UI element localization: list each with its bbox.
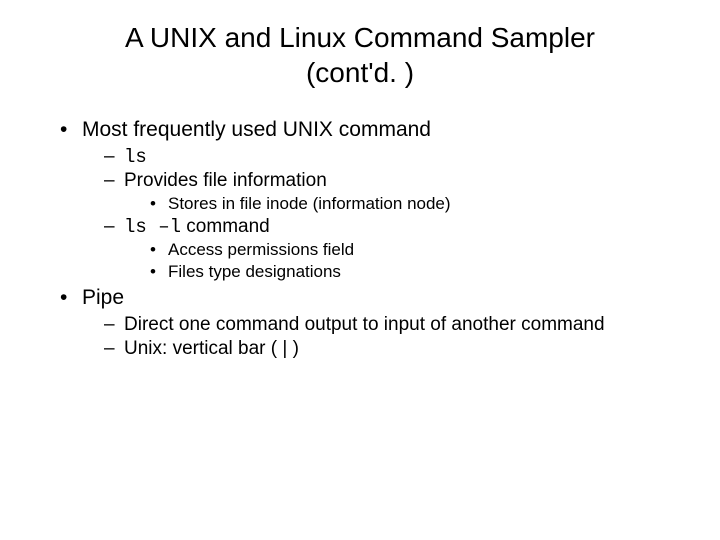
bullet-text: Direct one command output to input of an… [124,314,605,335]
slide-title: A UNIX and Linux Command Sampler (cont'd… [40,20,680,90]
list-item: Direct one command output to input of an… [104,314,680,336]
bullet-text: Stores in file inode (information node) [168,194,451,213]
bullet-list-level-3: Access permissions field Files type desi… [124,240,680,282]
bullet-text: Provides file information [124,170,327,191]
list-item: ls [104,146,680,168]
title-line-1: A UNIX and Linux Command Sampler [125,22,595,53]
list-item: Pipe Direct one command output to input … [60,286,680,360]
list-item: Provides file information Stores in file… [104,170,680,214]
bullet-text: Files type designations [168,262,341,281]
list-item: Most frequently used UNIX command ls Pro… [60,118,680,282]
bullet-text: Pipe [82,286,124,309]
code-text: ls [124,146,147,168]
title-line-2: (cont'd. ) [306,57,414,88]
list-item: ls –l command Access permissions field F… [104,216,680,282]
list-item: Unix: vertical bar ( | ) [104,338,680,360]
bullet-list-level-2: Direct one command output to input of an… [82,314,680,360]
bullet-text: Access permissions field [168,240,354,259]
bullet-list-level-2: ls Provides file information Stores in f… [82,146,680,282]
code-text: ls –l [124,216,181,238]
bullet-text: Unix: vertical bar ( | ) [124,338,299,359]
bullet-text: command [181,216,270,237]
list-item: Stores in file inode (information node) [150,194,680,214]
list-item: Files type designations [150,262,680,282]
list-item: Access permissions field [150,240,680,260]
bullet-text: Most frequently used UNIX command [82,118,431,141]
bullet-list-level-3: Stores in file inode (information node) [124,194,680,214]
bullet-list-level-1: Most frequently used UNIX command ls Pro… [40,118,680,360]
